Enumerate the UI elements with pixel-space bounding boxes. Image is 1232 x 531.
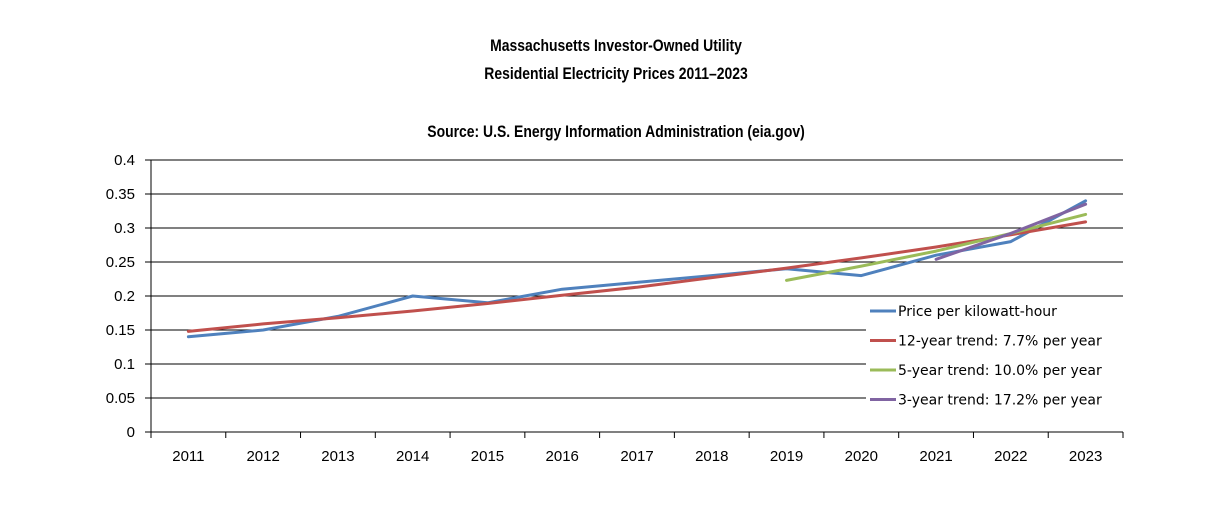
x-tick-label-2012: 2012 [246,448,279,465]
y-tick-label-4: 0.2 [114,288,135,305]
x-tick-label-2022: 2022 [994,448,1027,465]
series-line-3 [934,202,1088,261]
chart-subtitle: Residential Electricity Prices 2011–2023 [484,64,748,83]
legend-box [866,297,1124,415]
x-tick-label-2014: 2014 [396,448,429,465]
y-tick-label-1: 0.05 [106,390,135,407]
x-tick-label-2023: 2023 [1069,448,1102,465]
y-tick-label-6: 0.3 [114,220,135,237]
legend-label-1: 12-year trend: 7.7% per year [898,334,1102,350]
y-tick-label-3: 0.15 [106,322,135,339]
x-tick-label-2020: 2020 [845,448,878,465]
y-tick-label-8: 0.4 [114,152,135,169]
x-tick-label-2018: 2018 [695,448,728,465]
y-tick-label-2: 0.1 [114,356,135,373]
x-tick-label-2021: 2021 [919,448,952,465]
series-line-1 [186,220,1088,333]
legend-label-2: 5-year trend: 10.0% per year [898,363,1102,379]
x-tick-label-2013: 2013 [321,448,354,465]
x-tick-label-2019: 2019 [770,448,803,465]
legend-label-0: Price per kilowatt-hour [898,304,1057,320]
x-tick-label-2015: 2015 [471,448,504,465]
series-line-2 [785,212,1088,282]
x-tick-label-2011: 2011 [172,448,204,465]
x-tick-label-2016: 2016 [546,448,579,465]
y-tick-label-7: 0.35 [106,186,135,203]
chart-title: Massachusetts Investor-Owned Utility [490,36,742,55]
y-tick-label-0: 0 [127,424,135,441]
chart-source: Source: U.S. Energy Information Administ… [427,122,805,141]
x-tick-label-2017: 2017 [620,448,653,465]
legend-label-3: 3-year trend: 17.2% per year [898,393,1102,409]
y-tick-label-5: 0.25 [106,254,135,271]
